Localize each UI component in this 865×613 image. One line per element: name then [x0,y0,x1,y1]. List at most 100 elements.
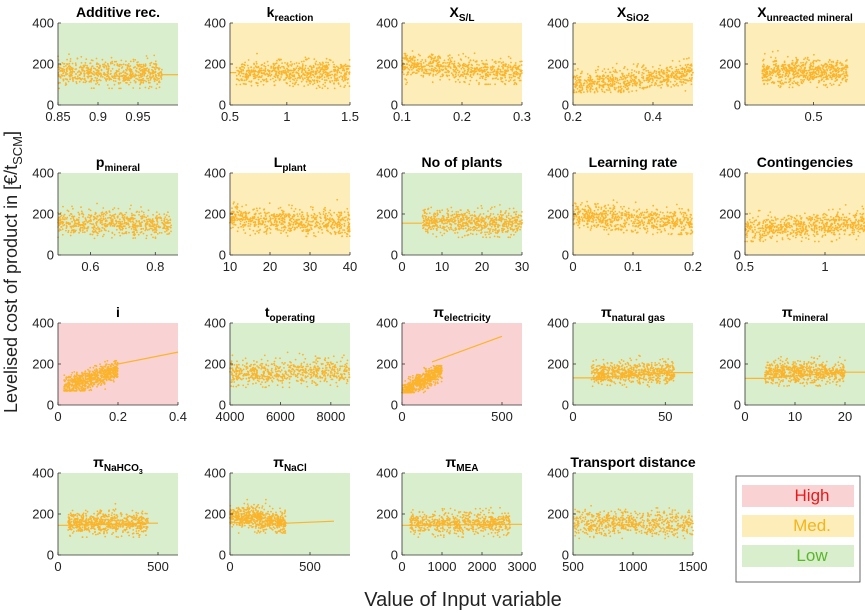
scatter-point [288,222,291,224]
scatter-point [421,68,423,71]
scatter-point [788,86,791,89]
scatter-point [107,76,110,78]
scatter-point [240,211,242,213]
scatter-point [300,80,303,83]
scatter-point [148,228,151,231]
scatter-point [247,218,250,221]
scatter-point [125,75,127,77]
scatter-point [62,215,65,218]
scatter-point [346,70,348,73]
scatter-point [306,74,308,77]
scatter-point [272,217,274,220]
scatter-point [306,225,308,228]
scatter-point [436,56,439,58]
scatter-point [129,67,132,70]
scatter-point [605,88,608,91]
scatter-point [278,79,281,82]
scatter-point [111,231,114,234]
scatter-point [507,225,510,227]
scatter-point [348,226,350,229]
scatter-point [126,66,129,68]
scatter-point [68,67,71,69]
scatter-point [313,234,315,237]
scatter-point [340,226,343,228]
scatter-point [79,226,82,229]
scatter-point [609,76,612,79]
scatter-point [831,75,834,78]
scatter-point [147,79,150,82]
scatter-point [326,75,328,78]
scatter-point [454,80,457,83]
scatter-point [449,61,452,63]
scatter-point [648,85,651,88]
scatter-point [323,79,326,81]
scatter-point [602,79,604,82]
scatter-point [155,211,158,214]
scatter-point [271,70,273,73]
scatter-point [335,79,338,82]
scatter-point [479,73,481,76]
scatter-point [277,215,280,218]
scatter-point [520,70,523,73]
scatter-point [342,218,344,221]
scatter-point [323,225,326,228]
scatter-point [492,213,495,215]
scatter-point [95,224,98,227]
scatter-point [282,217,285,220]
scatter-point [97,219,100,222]
scatter-point [327,77,330,80]
scatter-point [89,62,91,65]
scatter-point [103,227,106,230]
scatter-point [327,74,330,77]
scatter-point [289,60,292,63]
scatter-point [290,69,293,72]
scatter-point [468,61,471,64]
scatter-point [480,66,483,69]
scatter-point [140,79,143,81]
scatter-point [817,65,820,67]
scatter-point [498,61,501,63]
scatter-point [71,205,73,208]
scatter-point [632,63,635,65]
scatter-point [151,76,153,78]
scatter-point [637,72,640,75]
scatter-point [327,72,330,74]
scatter-point [119,224,122,226]
scatter-point [800,78,802,81]
scatter-point [413,64,416,67]
scatter-point [845,71,847,74]
scatter-point [615,81,618,84]
scatter-point [266,227,269,230]
scatter-point [274,67,276,70]
scatter-point [97,232,99,235]
scatter-point [340,214,343,217]
scatter-point [461,66,464,69]
scatter-point [467,56,470,59]
scatter-point [93,237,96,240]
scatter-point [286,70,289,72]
scatter-point [260,67,263,69]
scatter-point [97,70,100,72]
scatter-point [487,217,490,220]
scatter-point [436,212,439,214]
scatter-point [766,71,769,73]
scatter-point [439,226,442,229]
scatter-point [450,217,453,220]
scatter-point [157,72,159,75]
scatter-point [91,59,94,62]
scatter-point [235,78,238,80]
scatter-point [84,62,87,64]
scatter-point [148,71,151,74]
scatter-point [168,232,171,235]
scatter-point [248,80,251,83]
scatter-point [576,77,579,79]
scatter-point [683,58,685,60]
scatter-point [447,65,450,68]
y-tick-label: 200 [547,57,569,72]
scatter-point [96,82,99,84]
scatter-point [71,72,73,74]
scatter-point [514,64,517,67]
scatter-point [631,84,634,87]
scatter-point [447,216,450,219]
